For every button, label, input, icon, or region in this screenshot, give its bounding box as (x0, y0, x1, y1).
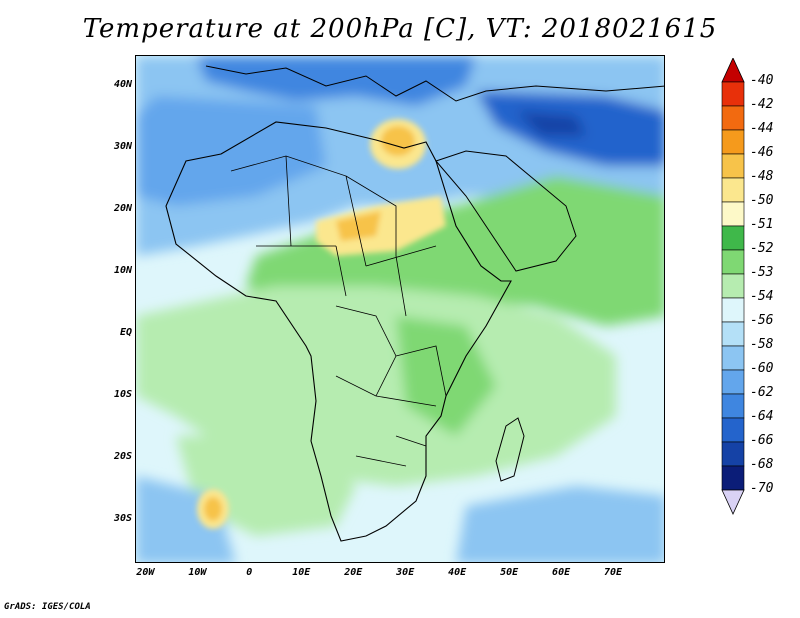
legend-swatch (721, 153, 745, 179)
legend-label: -64 (750, 409, 774, 424)
legend-arrow-top (721, 58, 745, 83)
grads-credit: GrADS: IGES/COLA (4, 602, 91, 612)
legend-swatch (721, 177, 745, 203)
legend-swatch (721, 465, 745, 491)
legend-swatch (721, 417, 745, 443)
europe-coast (205, 65, 664, 102)
temperature-field-map (136, 56, 664, 562)
lon-tick-label: 20W (136, 567, 155, 578)
cool-band-southeast (456, 486, 664, 562)
legend-label: -40 (750, 73, 774, 88)
lon-tick-label: 10E (292, 567, 311, 578)
legend-label: -46 (750, 145, 774, 160)
mid-blue-west (136, 96, 326, 206)
lat-tick-label: 30S (113, 512, 132, 524)
legend-label: -58 (750, 337, 774, 352)
lat-tick-label: 30N (113, 140, 132, 152)
lat-tick-label: 20S (113, 450, 132, 462)
lon-tick-label: 20E (344, 567, 363, 578)
legend-label: -48 (750, 169, 774, 184)
africa-coastline (165, 121, 512, 542)
warm-spot-libya-core (381, 126, 415, 156)
cold-core-europe (196, 56, 476, 106)
map-panel (135, 55, 665, 563)
legend-label: -44 (750, 121, 774, 136)
legend-swatch (721, 225, 745, 251)
legend-label: -70 (750, 481, 774, 496)
lat-tick-label: 10N (113, 264, 132, 276)
legend-swatch (721, 345, 745, 371)
lon-tick-label: 70E (604, 567, 623, 578)
lat-tick-label: 20N (113, 202, 132, 214)
legend-swatch (721, 81, 745, 107)
legend-swatch (721, 369, 745, 395)
legend-label: -60 (750, 361, 774, 376)
map-title: Temperature at 200hPa [C], VT: 201802161… (82, 14, 718, 44)
legend-swatch (721, 201, 745, 227)
legend-arrow-bottom (721, 489, 745, 515)
legend-label: -66 (750, 433, 774, 448)
lat-tick-label: 10S (113, 388, 132, 400)
legend-label: -42 (750, 97, 774, 112)
legend-swatch (721, 321, 745, 347)
madagascar (495, 417, 525, 482)
warm-streak-sahara-core (336, 211, 381, 241)
legend-swatch (721, 249, 745, 275)
lon-tick-label: 0 (246, 567, 253, 578)
legend-colorbar (721, 58, 745, 515)
legend-swatch (721, 297, 745, 323)
legend-label: -52 (750, 241, 774, 256)
legend-label: -62 (750, 385, 774, 400)
warm-spot-south-atlantic-core (204, 497, 222, 521)
lon-tick-label: 10W (188, 567, 207, 578)
cold-core-deep (516, 111, 586, 136)
deeper-green-east (396, 316, 496, 436)
country-borders (230, 155, 447, 467)
legend-label: -68 (750, 457, 774, 472)
legend-label: -54 (750, 289, 774, 304)
lat-tick-label: 40N (113, 78, 132, 90)
legend-swatch (721, 273, 745, 299)
lon-tick-label: 30E (396, 567, 415, 578)
lat-tick-label: EQ (119, 326, 132, 338)
warm-streak-sahara-outer (316, 196, 446, 256)
lon-tick-label: 60E (552, 567, 571, 578)
legend-swatch (721, 105, 745, 131)
legend-swatch (721, 441, 745, 467)
legend-label: -51 (750, 217, 774, 232)
arabian-peninsula (435, 150, 577, 272)
legend-label: -53 (750, 265, 774, 280)
legend-swatch (721, 393, 745, 419)
legend-label: -56 (750, 313, 774, 328)
legend-label: -50 (750, 193, 774, 208)
legend-swatch (721, 129, 745, 155)
lon-tick-label: 40E (448, 567, 467, 578)
lon-tick-label: 50E (500, 567, 519, 578)
